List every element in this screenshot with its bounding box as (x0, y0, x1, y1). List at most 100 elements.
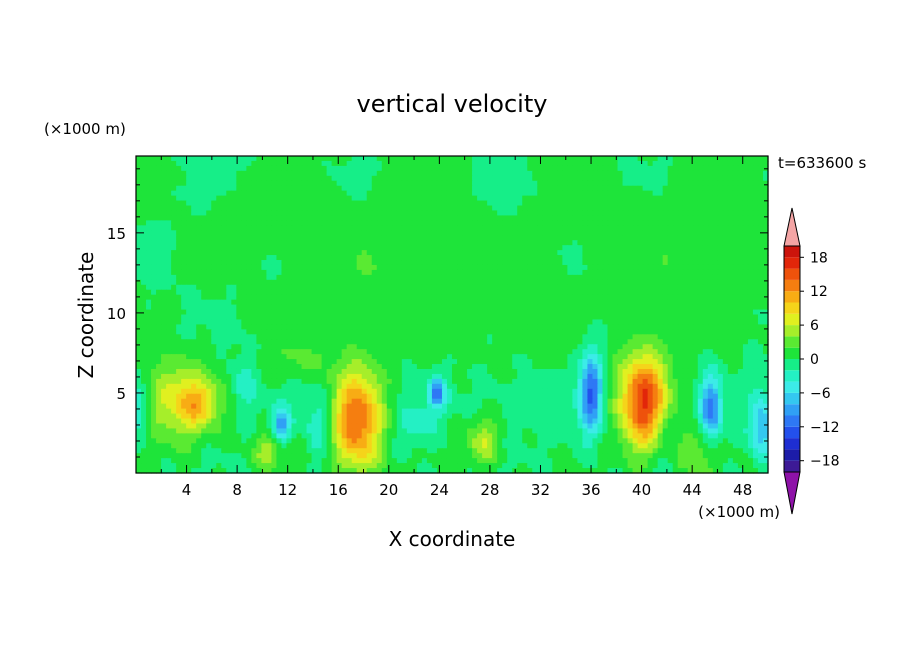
heatmap-cell (276, 299, 283, 306)
heatmap-cell (181, 264, 187, 271)
heatmap-cell (752, 160, 759, 167)
heatmap-cell (381, 245, 388, 251)
heatmap-cell (517, 230, 523, 236)
heatmap-cell (351, 284, 358, 291)
heatmap-cell (477, 160, 483, 167)
heatmap-cell (677, 279, 684, 286)
heatmap-cell (552, 170, 558, 177)
heatmap-cell (366, 240, 373, 246)
heatmap-cell (687, 156, 694, 162)
heatmap-cell (421, 160, 428, 167)
heatmap-cell (366, 314, 373, 321)
heatmap-cell (492, 329, 498, 335)
heatmap-cell (386, 245, 393, 251)
heatmap-cell (697, 160, 704, 167)
heatmap-cell (406, 274, 413, 281)
heatmap-cell (331, 225, 338, 231)
heatmap-cell (326, 190, 333, 197)
heatmap-cell (226, 225, 232, 231)
heatmap-cell (667, 299, 674, 306)
heatmap-cell (727, 339, 734, 345)
heatmap-cell (527, 279, 533, 286)
heatmap-cell (567, 175, 573, 182)
heatmap-cell (457, 175, 463, 182)
heatmap-cell (196, 344, 202, 350)
heatmap-cell (141, 289, 147, 296)
heatmap-cell (467, 156, 473, 162)
heatmap-cell (632, 225, 639, 231)
heatmap-cell (517, 309, 523, 316)
heatmap-cell (747, 210, 754, 217)
heatmap-cell (361, 156, 368, 162)
heatmap-cell (251, 195, 257, 202)
heatmap-cell (722, 245, 729, 251)
heatmap-cell (717, 294, 724, 301)
heatmap-cell (176, 210, 182, 217)
heatmap-cell (441, 250, 448, 256)
heatmap-cell (226, 260, 232, 266)
heatmap-cell (762, 180, 769, 187)
heatmap-cell (477, 324, 483, 330)
heatmap-cell (642, 304, 649, 311)
heatmap-cell (667, 294, 674, 301)
heatmap-cell (391, 274, 398, 281)
heatmap-cell (171, 319, 177, 325)
heatmap-cell (361, 329, 368, 335)
heatmap-cell (462, 279, 468, 286)
heatmap-cell (151, 205, 157, 212)
heatmap-cell (256, 195, 262, 202)
heatmap-cell (146, 304, 152, 311)
heatmap-cell (627, 165, 634, 172)
heatmap-cell (457, 274, 463, 281)
heatmap-cell (311, 329, 318, 335)
heatmap-cell (321, 304, 328, 311)
heatmap-cell (537, 324, 543, 330)
heatmap-cell (436, 314, 443, 321)
heatmap-cell (712, 215, 719, 221)
heatmap-cell (446, 240, 453, 246)
heatmap-cell (612, 220, 619, 226)
heatmap-cell (446, 284, 453, 291)
heatmap-cell (677, 160, 684, 167)
heatmap-cell (632, 289, 639, 296)
heatmap-cell (712, 274, 719, 281)
heatmap-cell (226, 289, 232, 296)
heatmap-cell (592, 220, 599, 226)
heatmap-cell (527, 349, 533, 355)
heatmap-cell (672, 274, 679, 281)
heatmap-cell (146, 185, 152, 192)
heatmap-cell (436, 205, 443, 212)
heatmap-cell (692, 175, 699, 182)
heatmap-cell (537, 309, 543, 316)
heatmap-cell (722, 264, 729, 271)
heatmap-cell (361, 255, 368, 261)
heatmap-cell (652, 260, 659, 266)
heatmap-cell (271, 220, 278, 226)
heatmap-cell (652, 230, 659, 236)
heatmap-cell (391, 284, 398, 291)
heatmap-cell (281, 245, 288, 251)
heatmap-cell (416, 284, 423, 291)
heatmap-cell (221, 324, 227, 330)
heatmap-cell (196, 319, 202, 325)
heatmap-cell (331, 180, 338, 187)
heatmap-cell (326, 255, 333, 261)
heatmap-cell (662, 220, 669, 226)
heatmap-cell (522, 349, 528, 355)
heatmap-cell (286, 230, 293, 236)
heatmap-cell (467, 314, 473, 321)
heatmap-cell (181, 294, 187, 301)
heatmap-cell (702, 215, 709, 221)
heatmap-cell (692, 339, 699, 345)
heatmap-cell (607, 215, 614, 221)
heatmap-cell (361, 284, 368, 291)
heatmap-cell (211, 185, 217, 192)
heatmap-cell (717, 289, 724, 296)
heatmap-cell (356, 215, 363, 221)
heatmap-cell (216, 156, 222, 162)
heatmap-cell (416, 156, 423, 162)
heatmap-cell (256, 294, 262, 301)
heatmap-cell (401, 274, 408, 281)
heatmap-cell (632, 274, 639, 281)
heatmap-cell (296, 235, 303, 241)
